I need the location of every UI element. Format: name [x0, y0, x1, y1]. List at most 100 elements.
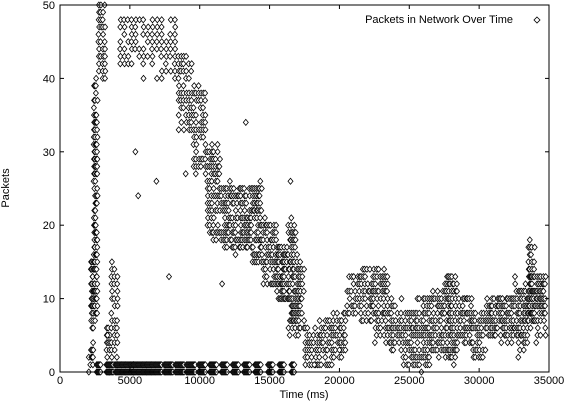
data-point: [206, 184, 213, 193]
data-point: [92, 89, 99, 97]
data-point: [362, 294, 369, 303]
data-point: [89, 353, 97, 361]
legend-label: Packets in Network Over Time: [365, 14, 513, 26]
data-point: [94, 162, 101, 171]
data-point: [167, 45, 174, 53]
data-point: [223, 243, 230, 251]
x-tick-label: 25000: [394, 375, 425, 387]
data-point: [140, 74, 147, 83]
data-point: [295, 316, 302, 325]
data-point: [402, 331, 409, 339]
data-point: [154, 16, 161, 24]
data-point: [93, 199, 100, 207]
data-point: [261, 214, 268, 222]
data-point: [311, 361, 318, 369]
data-point: [202, 361, 209, 369]
data-point: [479, 331, 487, 339]
data-point: [212, 155, 219, 163]
data-point: [416, 294, 423, 303]
data-point: [520, 324, 527, 332]
data-point: [94, 133, 101, 141]
data-point: [232, 228, 239, 237]
legend-marker: [533, 16, 541, 24]
data-point: [163, 38, 170, 46]
data-point: [504, 338, 511, 347]
data-point: [94, 126, 101, 134]
data-point: [117, 23, 124, 31]
data-point: [121, 30, 128, 39]
data-point: [346, 294, 353, 303]
data-point: [237, 206, 244, 215]
data-point: [459, 302, 466, 310]
data-point: [180, 60, 187, 68]
data-point: [249, 243, 256, 251]
data-point: [269, 361, 276, 369]
data-point: [188, 60, 195, 68]
data-point: [102, 67, 109, 75]
data-point: [225, 199, 232, 207]
data-point: [154, 23, 161, 31]
data-point: [408, 316, 415, 325]
data-point: [537, 331, 544, 339]
data-point: [241, 184, 248, 193]
data-point: [534, 324, 541, 332]
data-point: [531, 265, 538, 273]
data-point: [210, 148, 217, 156]
data-point: [308, 353, 315, 361]
data-point: [202, 126, 209, 134]
data-point: [441, 309, 448, 317]
data-point: [202, 96, 209, 105]
data-point: [425, 324, 432, 332]
data-point: [482, 346, 489, 354]
x-tick-label: 15000: [254, 375, 285, 387]
data-point: [175, 82, 183, 90]
data-point: [444, 338, 451, 347]
data-point: [342, 346, 349, 354]
data-point: [492, 331, 499, 339]
data-point: [292, 236, 299, 244]
data-point: [438, 324, 445, 332]
data-point: [332, 324, 339, 332]
data-point: [101, 45, 109, 53]
data-point: [165, 272, 173, 281]
data-point: [101, 38, 108, 46]
data-point: [434, 346, 441, 354]
data-point: [460, 316, 468, 325]
data-point: [540, 287, 547, 295]
data-point: [428, 302, 435, 310]
data-point: [94, 155, 101, 163]
data-point: [520, 346, 527, 354]
data-point: [258, 250, 266, 259]
x-tick-label: 10000: [184, 375, 215, 387]
data-point: [225, 206, 232, 215]
data-point: [377, 324, 384, 332]
data-point: [121, 45, 128, 53]
data-point: [167, 67, 174, 75]
data-point: [149, 16, 156, 24]
data-point: [338, 316, 345, 325]
data-point: [297, 258, 304, 266]
data-point: [93, 74, 100, 83]
data-point: [93, 250, 101, 259]
data-point: [197, 162, 204, 171]
data-point: [94, 302, 101, 310]
data-point: [149, 30, 156, 39]
data-point: [128, 38, 135, 46]
data-point: [273, 236, 280, 244]
data-point: [348, 287, 355, 295]
data-point: [104, 331, 111, 339]
data-point: [144, 38, 151, 46]
data-point: [93, 294, 100, 303]
data-point: [527, 250, 535, 259]
data-point: [158, 74, 165, 83]
data-point: [125, 52, 132, 61]
data-point: [402, 316, 409, 325]
data-point: [316, 353, 323, 361]
data-point: [352, 309, 359, 317]
data-point: [144, 30, 151, 39]
data-point: [171, 67, 179, 75]
data-point: [90, 338, 97, 347]
data-point: [136, 45, 143, 53]
data-point: [301, 316, 308, 325]
data-point: [210, 184, 217, 193]
